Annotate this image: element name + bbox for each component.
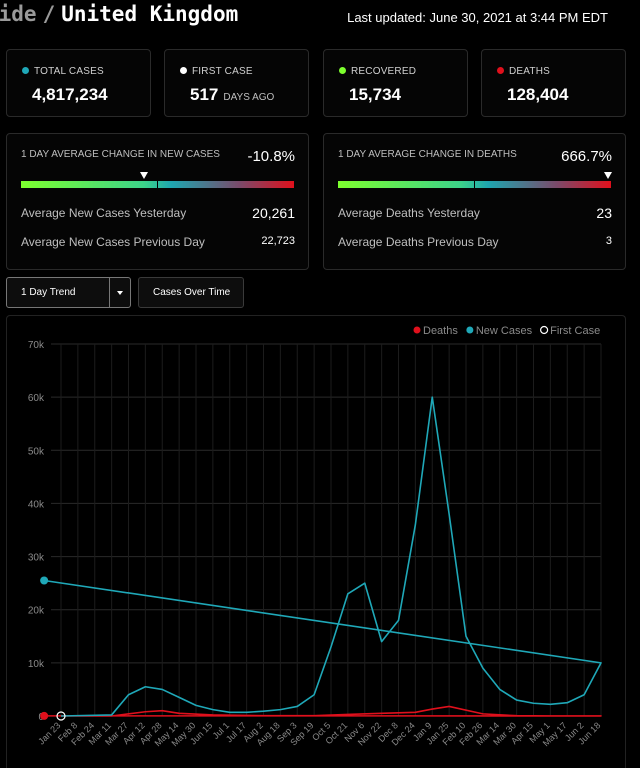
recovered-dot [339, 67, 346, 74]
deaths-value: 128,404 [507, 85, 569, 104]
deaths-previous-value: 3 [605, 235, 612, 247]
first-case-card: FIRST CASE 517 DAYS AGO [164, 49, 309, 117]
total-cases-card: TOTAL CASES 4,817,234 [6, 49, 151, 117]
series-end-point [40, 576, 49, 585]
legend-marker [466, 326, 474, 334]
y-tick-label: 20k [28, 606, 45, 617]
deaths-change-title: 1 DAY AVERAGE CHANGE IN DEATHS [338, 149, 517, 160]
cases-over-time-label: Cases Over Time [153, 287, 231, 298]
legend-label: New Cases [476, 325, 533, 337]
last-updated: Last updated: June 30, 2021 at 3:44 PM E… [347, 10, 608, 25]
recovered-label: RECOVERED [339, 66, 416, 77]
first-case-label: FIRST CASE [180, 66, 253, 77]
cases-change-title: 1 DAY AVERAGE CHANGE IN NEW CASES [21, 149, 220, 160]
cases-over-time-button[interactable]: Cases Over Time [138, 277, 244, 308]
deaths-bar-divider [474, 181, 475, 188]
page-title: United Kingdom [61, 2, 239, 26]
deaths-previous-label: Average Deaths Previous Day [338, 235, 499, 249]
series-line [44, 396, 602, 717]
deaths-change-marker-icon [604, 172, 613, 179]
total-cases-value: 4,817,234 [32, 85, 108, 104]
series-end-point [40, 711, 49, 720]
cases-yesterday-label: Average New Cases Yesterday [21, 206, 187, 220]
recovered-card: RECOVERED 15,734 [323, 49, 468, 117]
total-cases-label: TOTAL CASES [22, 66, 104, 77]
first-case-unit: DAYS AGO [223, 92, 275, 103]
first-case-marker [56, 711, 66, 721]
cases-previous-label: Average New Cases Previous Day [21, 235, 205, 249]
trend-select[interactable]: 1 Day Trend [6, 277, 131, 308]
breadcrumb: wide/United Kingdom [0, 2, 238, 26]
y-tick-label: 10k [28, 659, 45, 670]
page-header: wide/United Kingdom Last updated: June 3… [0, 0, 640, 34]
deaths-label: DEATHS [497, 66, 550, 77]
cases-previous-value: 22,723 [261, 235, 295, 247]
deaths-card: DEATHS 128,404 [481, 49, 626, 117]
deaths-dot [497, 67, 504, 74]
cases-change-card: 1 DAY AVERAGE CHANGE IN NEW CASES -10.8%… [6, 133, 309, 270]
recovered-value: 15,734 [349, 85, 401, 104]
trend-select-value: 1 Day Trend [21, 287, 76, 298]
first-case-value: 517 DAYS AGO [190, 85, 275, 104]
y-tick-label: 60k [28, 393, 45, 404]
legend-marker [413, 326, 421, 334]
y-tick-label: 30k [28, 553, 45, 564]
legend-marker [540, 325, 549, 335]
deaths-yesterday-value: 23 [596, 205, 612, 221]
cases-bar-divider [157, 181, 158, 188]
breadcrumb-separator: / [42, 2, 56, 26]
y-tick-label: 50k [28, 446, 45, 457]
cases-yesterday-value: 20,261 [252, 205, 295, 221]
breadcrumb-prev-link[interactable]: wide [0, 2, 37, 26]
y-tick-label: 70k [28, 340, 45, 351]
cases-change-pct: -10.8% [247, 148, 295, 165]
chevron-down-icon[interactable] [109, 278, 130, 307]
cases-change-marker-icon [139, 172, 148, 179]
legend-label: First Case [550, 325, 600, 337]
deaths-change-pct: 666.7% [561, 148, 612, 165]
deaths-yesterday-label: Average Deaths Yesterday [338, 206, 480, 220]
total-cases-dot [22, 67, 29, 74]
series-line [44, 705, 602, 717]
first-case-dot [180, 67, 187, 74]
deaths-change-card: 1 DAY AVERAGE CHANGE IN DEATHS 666.7% Av… [323, 133, 626, 270]
y-tick-label: 40k [28, 499, 45, 510]
legend-label: Deaths [423, 325, 458, 337]
